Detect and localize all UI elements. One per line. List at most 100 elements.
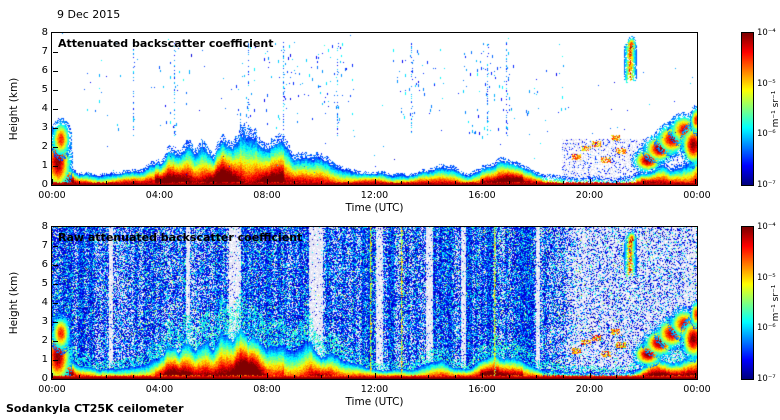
y-axis-label-bottom: Height (km) xyxy=(8,271,20,335)
y-tick-label: 0 xyxy=(41,179,48,190)
y-tick-mark xyxy=(53,109,58,110)
x-tick-mark xyxy=(52,179,53,184)
x-minor-tick-mark xyxy=(562,181,564,184)
colorbar-tick-label: 10⁻⁶ xyxy=(757,129,776,139)
x-minor-tick-mark xyxy=(428,181,430,184)
x-tick-label: 20:00 xyxy=(575,384,604,395)
y-tick-label: 4 xyxy=(41,297,48,308)
x-minor-tick-mark xyxy=(105,181,107,184)
date-label: 9 Dec 2015 xyxy=(57,8,121,21)
x-minor-tick-mark xyxy=(401,375,403,378)
colorbar-bottom xyxy=(742,227,753,379)
x-axis-label-top: Time (UTC) xyxy=(345,202,404,214)
y-tick-label: 6 xyxy=(41,65,48,76)
x-minor-tick-mark xyxy=(670,181,672,184)
x-tick-mark xyxy=(159,373,161,378)
y-tick-mark xyxy=(53,246,58,247)
colorbar-frame-bottom xyxy=(741,226,754,380)
colorbar-tick-label: 10⁻⁶ xyxy=(757,323,776,333)
x-tick-mark xyxy=(482,373,483,378)
y-tick-label: 2 xyxy=(41,335,48,346)
x-tick-label: 00:00 xyxy=(38,190,66,201)
x-tick-mark xyxy=(589,179,591,184)
y-tick-label: 5 xyxy=(41,278,48,289)
y-axis-label-top: Height (km) xyxy=(8,77,20,141)
x-tick-mark xyxy=(695,373,696,378)
colorbar-tick-label: 10⁻⁵ xyxy=(757,273,776,283)
x-minor-tick-mark xyxy=(508,375,510,378)
x-minor-tick-mark xyxy=(401,181,403,184)
x-minor-tick-mark xyxy=(105,375,107,378)
x-minor-tick-mark xyxy=(132,375,134,378)
y-tick-label: 5 xyxy=(41,84,48,95)
colorbar-tick-label: 10⁻⁷ xyxy=(757,374,776,384)
y-tick-mark xyxy=(53,360,58,361)
x-minor-tick-mark xyxy=(78,375,80,378)
x-tick-mark xyxy=(52,373,53,378)
x-tick-mark xyxy=(374,179,376,184)
y-tick-mark xyxy=(53,166,58,167)
x-minor-tick-mark xyxy=(213,181,215,184)
colorbar-tick-label: 10⁻⁴ xyxy=(757,28,776,38)
x-tick-label: 16:00 xyxy=(468,190,496,201)
x-minor-tick-mark xyxy=(347,181,349,184)
x-minor-tick-mark xyxy=(428,375,430,378)
y-tick-mark xyxy=(53,303,58,304)
x-tick-label: 04:00 xyxy=(145,384,174,395)
x-minor-tick-mark xyxy=(562,375,564,378)
x-tick-mark xyxy=(159,179,161,184)
y-tick-mark xyxy=(53,90,58,91)
y-tick-label: 7 xyxy=(41,240,48,251)
x-tick-label: 16:00 xyxy=(468,384,496,395)
colorbar-tick-label: 10⁻⁷ xyxy=(757,180,776,190)
y-tick-mark xyxy=(53,265,58,266)
x-minor-tick-mark xyxy=(616,181,618,184)
x-minor-tick-mark xyxy=(455,181,457,184)
x-tick-label: 00:00 xyxy=(683,190,711,201)
x-minor-tick-mark xyxy=(347,375,349,378)
x-minor-tick-mark xyxy=(320,181,322,184)
x-minor-tick-mark xyxy=(78,181,80,184)
x-tick-mark xyxy=(374,373,376,378)
attenuated-backscatter-heatmap xyxy=(52,33,697,185)
x-tick-label: 20:00 xyxy=(575,190,604,201)
x-minor-tick-mark xyxy=(508,181,510,184)
y-tick-label: 3 xyxy=(41,316,48,327)
y-tick-label: 3 xyxy=(41,122,48,133)
raw-attenuated-backscatter-heatmap xyxy=(52,227,697,379)
x-tick-label: 12:00 xyxy=(360,384,389,395)
x-minor-tick-mark xyxy=(240,375,242,378)
x-minor-tick-mark xyxy=(535,375,537,378)
x-tick-label: 04:00 xyxy=(145,190,174,201)
x-axis-label-bottom: Time (UTC) xyxy=(345,396,404,408)
y-tick-label: 1 xyxy=(41,354,48,365)
x-tick-label: 00:00 xyxy=(683,384,711,395)
x-tick-label: 08:00 xyxy=(253,190,281,201)
x-tick-label: 08:00 xyxy=(253,384,281,395)
x-tick-mark xyxy=(695,179,696,184)
y-tick-mark xyxy=(53,322,58,323)
x-minor-tick-mark xyxy=(186,181,188,184)
colorbar-frame-top xyxy=(741,32,754,186)
x-minor-tick-mark xyxy=(643,181,645,184)
x-tick-mark xyxy=(267,373,268,378)
y-tick-label: 8 xyxy=(41,221,48,232)
x-minor-tick-mark xyxy=(213,375,215,378)
y-tick-label: 8 xyxy=(41,27,48,38)
x-minor-tick-mark xyxy=(320,375,322,378)
x-tick-label: 00:00 xyxy=(38,384,66,395)
x-minor-tick-mark xyxy=(455,375,457,378)
y-tick-label: 4 xyxy=(41,103,48,114)
colorbar-top xyxy=(742,33,753,185)
x-tick-mark xyxy=(589,373,591,378)
y-tick-mark xyxy=(53,52,58,53)
colorbar-unit-label-top: m⁻¹ sr⁻¹ xyxy=(771,90,780,128)
colorbar-tick-label: 10⁻⁵ xyxy=(757,79,776,89)
x-minor-tick-mark xyxy=(293,375,295,378)
y-tick-label: 0 xyxy=(41,373,48,384)
y-tick-mark xyxy=(53,284,58,285)
x-minor-tick-mark xyxy=(240,181,242,184)
x-tick-mark xyxy=(482,179,483,184)
instrument-label: Sodankyla CT25K ceilometer xyxy=(6,402,184,415)
